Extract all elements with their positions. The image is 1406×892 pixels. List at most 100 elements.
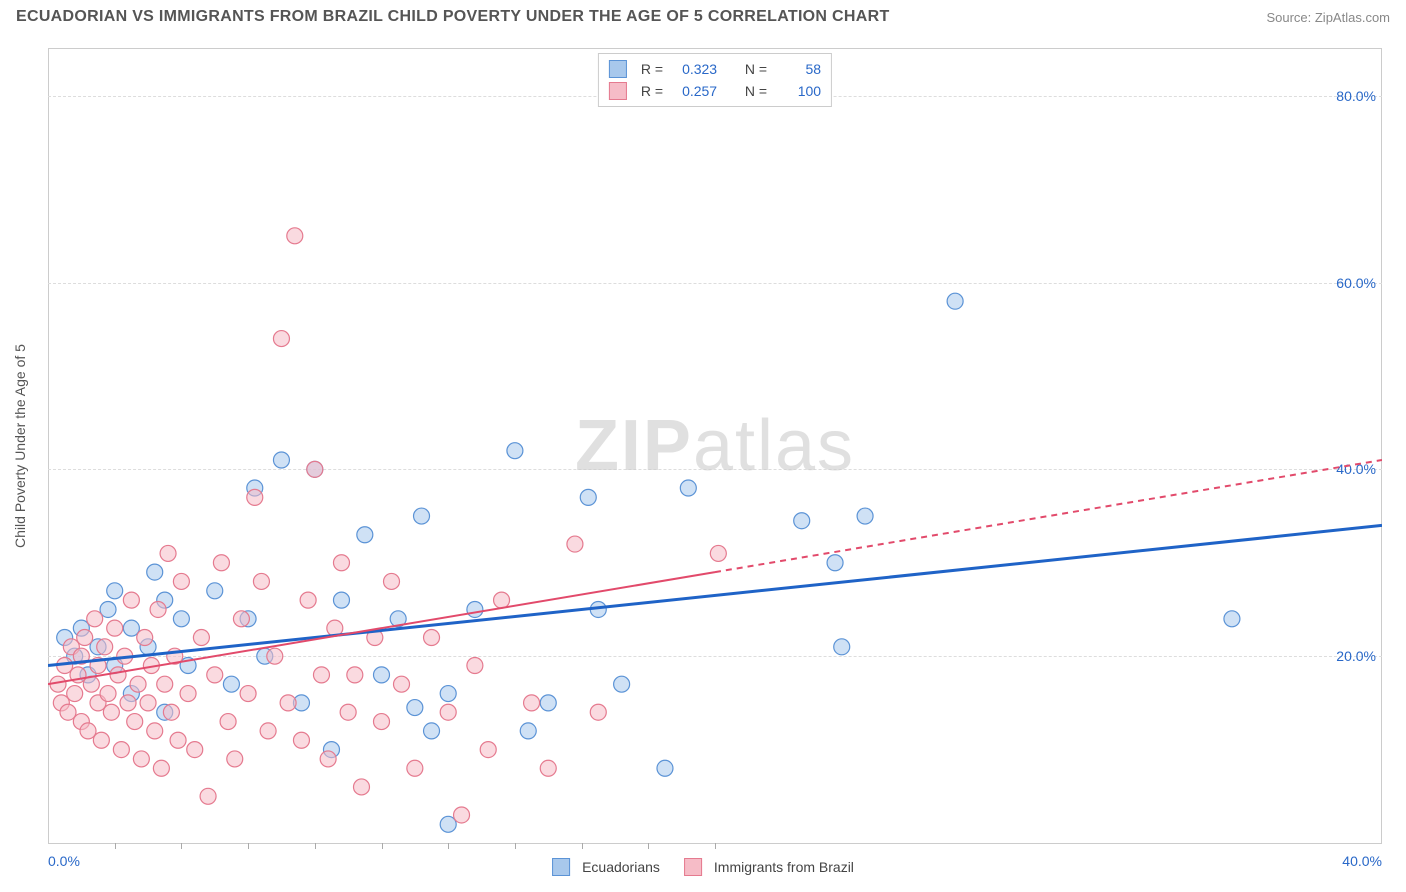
x-tick xyxy=(315,843,316,849)
x-tick xyxy=(448,843,449,849)
scatter-point xyxy=(353,779,369,795)
scatter-point xyxy=(424,723,440,739)
x-tick xyxy=(382,843,383,849)
legend-item: Ecuadorians xyxy=(552,858,660,876)
r-label: R = xyxy=(641,83,663,99)
scatter-point xyxy=(193,629,209,645)
trend-line-dashed xyxy=(715,460,1382,572)
scatter-point xyxy=(480,742,496,758)
scatter-point xyxy=(680,480,696,496)
scatter-point xyxy=(100,686,116,702)
scatter-point xyxy=(467,601,483,617)
scatter-point xyxy=(157,676,173,692)
scatter-point xyxy=(220,714,236,730)
legend-series: Ecuadorians Immigrants from Brazil xyxy=(552,858,854,876)
scatter-point xyxy=(540,760,556,776)
scatter-point xyxy=(233,611,249,627)
scatter-point xyxy=(374,714,390,730)
x-tick xyxy=(715,843,716,849)
scatter-point xyxy=(223,676,239,692)
scatter-point xyxy=(147,723,163,739)
scatter-point xyxy=(93,732,109,748)
scatter-point xyxy=(87,611,103,627)
scatter-point xyxy=(947,293,963,309)
scatter-point xyxy=(794,513,810,529)
legend-swatch xyxy=(552,858,570,876)
legend-swatch xyxy=(684,858,702,876)
scatter-point xyxy=(467,658,483,674)
chart-title: ECUADORIAN VS IMMIGRANTS FROM BRAZIL CHI… xyxy=(16,8,890,26)
scatter-point xyxy=(147,564,163,580)
scatter-point xyxy=(567,536,583,552)
x-tick-label: 40.0% xyxy=(1342,853,1382,869)
source-label: Source: ZipAtlas.com xyxy=(1266,10,1390,25)
scatter-plot xyxy=(48,49,1382,843)
scatter-point xyxy=(247,489,263,505)
scatter-point xyxy=(110,667,126,683)
scatter-point xyxy=(614,676,630,692)
legend-stat-row: R =0.257 N =100 xyxy=(609,80,821,102)
scatter-point xyxy=(240,686,256,702)
scatter-point xyxy=(153,760,169,776)
scatter-point xyxy=(394,676,410,692)
x-tick xyxy=(115,843,116,849)
scatter-point xyxy=(440,704,456,720)
scatter-point xyxy=(307,461,323,477)
scatter-point xyxy=(424,629,440,645)
scatter-point xyxy=(657,760,673,776)
x-tick xyxy=(515,843,516,849)
scatter-point xyxy=(407,760,423,776)
scatter-point xyxy=(133,751,149,767)
scatter-point xyxy=(200,788,216,804)
legend-label: Ecuadorians xyxy=(582,859,660,875)
scatter-point xyxy=(293,732,309,748)
scatter-point xyxy=(77,629,93,645)
legend-swatch xyxy=(609,82,627,100)
scatter-point xyxy=(357,527,373,543)
scatter-point xyxy=(494,592,510,608)
scatter-point xyxy=(407,700,423,716)
scatter-point xyxy=(440,686,456,702)
scatter-point xyxy=(123,592,139,608)
scatter-point xyxy=(173,611,189,627)
scatter-point xyxy=(150,601,166,617)
scatter-point xyxy=(384,573,400,589)
legend-item: Immigrants from Brazil xyxy=(684,858,854,876)
scatter-point xyxy=(280,695,296,711)
scatter-point xyxy=(170,732,186,748)
x-tick-label: 0.0% xyxy=(48,853,80,869)
scatter-point xyxy=(374,667,390,683)
scatter-point xyxy=(580,489,596,505)
x-tick xyxy=(248,843,249,849)
scatter-point xyxy=(287,228,303,244)
x-tick xyxy=(648,843,649,849)
scatter-point xyxy=(173,573,189,589)
scatter-point xyxy=(827,555,843,571)
scatter-point xyxy=(260,723,276,739)
scatter-point xyxy=(540,695,556,711)
scatter-point xyxy=(103,704,119,720)
legend-stat-row: R =0.323 N =58 xyxy=(609,58,821,80)
r-label: R = xyxy=(641,61,663,77)
scatter-point xyxy=(710,545,726,561)
x-tick xyxy=(181,843,182,849)
scatter-point xyxy=(163,704,179,720)
scatter-point xyxy=(67,686,83,702)
scatter-point xyxy=(520,723,536,739)
scatter-point xyxy=(140,695,156,711)
scatter-point xyxy=(113,742,129,758)
scatter-point xyxy=(107,583,123,599)
scatter-point xyxy=(127,714,143,730)
legend-label: Immigrants from Brazil xyxy=(714,859,854,875)
scatter-point xyxy=(320,751,336,767)
x-tick xyxy=(582,843,583,849)
plot-area xyxy=(48,49,1382,843)
n-value: 58 xyxy=(777,61,821,77)
n-label: N = xyxy=(745,83,767,99)
scatter-point xyxy=(340,704,356,720)
scatter-point xyxy=(300,592,316,608)
scatter-point xyxy=(273,331,289,347)
legend-stats: R =0.323 N =58R =0.257 N =100 xyxy=(598,53,832,107)
scatter-point xyxy=(137,629,153,645)
scatter-point xyxy=(187,742,203,758)
